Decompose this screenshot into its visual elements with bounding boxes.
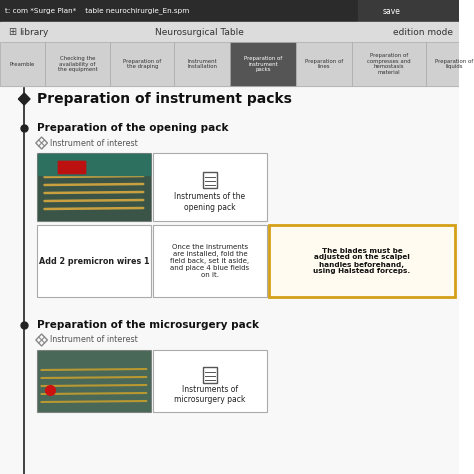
Text: edition mode: edition mode [393, 27, 453, 36]
Bar [0, 42, 459, 86]
Bar [58, 161, 85, 173]
Bar [58, 161, 85, 173]
Text: Add 2 premicron wires 1: Add 2 premicron wires 1 [38, 256, 149, 265]
Bar [37, 350, 151, 412]
Bar [45, 42, 110, 86]
Bar [269, 225, 455, 297]
Bar [37, 225, 151, 297]
Bar [0, 86, 459, 474]
Bar [153, 350, 267, 412]
Text: Neurosurgical Table: Neurosurgical Table [155, 27, 244, 36]
Text: Once the instruments
are installed, fold the
field back, set it aside,
and place: Once the instruments are installed, fold… [171, 244, 250, 278]
Text: Preparation of
the draping: Preparation of the draping [123, 59, 161, 69]
Bar [153, 225, 267, 297]
Bar [38, 154, 150, 175]
Text: The blades must be
adjusted on the scalpel
handles beforehand,
using Halstead fo: The blades must be adjusted on the scalp… [313, 247, 410, 274]
Text: Preparation of
compresses and
hemostasis
material: Preparation of compresses and hemostasis… [367, 53, 411, 75]
Polygon shape [18, 93, 30, 105]
Text: Checking the
availability of
the equipment: Checking the availability of the equipme… [57, 56, 97, 73]
Bar [426, 42, 474, 86]
Bar [153, 153, 267, 221]
Bar [230, 42, 296, 86]
Bar [358, 0, 459, 22]
Text: Instrument of interest: Instrument of interest [50, 336, 138, 345]
Text: Instrument of interest: Instrument of interest [50, 138, 138, 147]
Bar [0, 22, 459, 42]
Text: Instruments of
microsurgery pack: Instruments of microsurgery pack [174, 385, 246, 404]
Text: Preparation of
lines: Preparation of lines [305, 59, 343, 69]
Text: t: com *Surge Plan*    table neurochirurgie_En.spm: t: com *Surge Plan* table neurochirurgie… [5, 8, 189, 14]
Bar [0, 0, 459, 22]
Bar [38, 154, 150, 220]
Text: Instrument
Installation: Instrument Installation [187, 59, 217, 69]
Bar [352, 42, 426, 86]
Text: save: save [383, 7, 400, 16]
Bar [0, 42, 45, 86]
Text: Preparation of instrument packs: Preparation of instrument packs [37, 92, 292, 106]
Bar [203, 367, 217, 383]
Bar [296, 42, 352, 86]
Bar [203, 172, 217, 188]
Bar [38, 351, 150, 411]
Bar [37, 153, 151, 221]
Text: Preparation of
instrument
packs: Preparation of instrument packs [244, 56, 283, 73]
Text: Preparation of the microsurgery pack: Preparation of the microsurgery pack [37, 320, 259, 330]
Text: library: library [19, 27, 49, 36]
Text: Preparation of the opening pack: Preparation of the opening pack [37, 123, 228, 133]
Bar [174, 42, 230, 86]
Text: ⊞: ⊞ [8, 27, 16, 37]
Text: Preamble: Preamble [9, 62, 35, 66]
Text: Instruments of the
opening pack: Instruments of the opening pack [174, 192, 246, 212]
Bar [110, 42, 174, 86]
Text: Preparation of
liquids: Preparation of liquids [435, 59, 473, 69]
